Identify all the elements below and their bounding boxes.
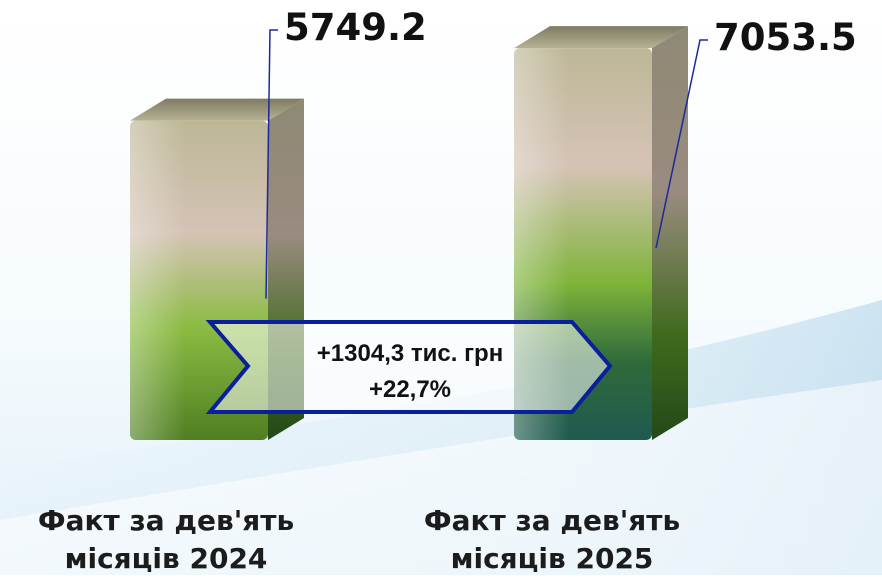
leader-line	[655, 39, 708, 249]
bar-top	[514, 26, 688, 49]
category-label: Факт за дев'ять місяців 2025	[402, 502, 702, 578]
category-label: Факт за дев'ять місяців 2024	[16, 502, 316, 578]
data-label: 7053.5	[714, 16, 857, 59]
bar-side	[652, 26, 688, 441]
bar-highlight	[130, 120, 268, 440]
bar	[130, 98, 304, 440]
difference-arrow-banner	[205, 320, 613, 414]
category-label-line: місяців 2025	[450, 542, 654, 575]
difference-amount: +1304,3 тис. грн	[316, 340, 504, 367]
category-label-line: Факт за дев'ять	[423, 504, 681, 537]
leader-line	[265, 29, 278, 299]
bar-top	[130, 98, 304, 121]
difference-percent: +22,7%	[368, 376, 452, 403]
category-label-line: Факт за дев'ять	[37, 504, 295, 537]
category-label-line: місяців 2024	[64, 542, 268, 575]
data-label: 5749.2	[284, 6, 427, 49]
